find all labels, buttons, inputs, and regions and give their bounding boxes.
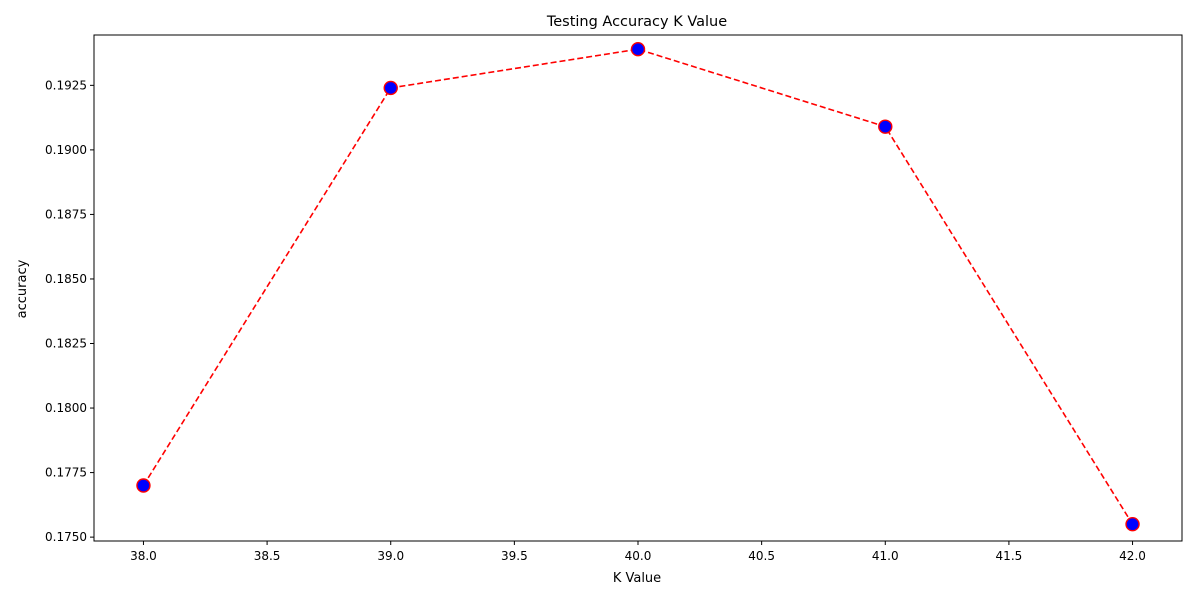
plot-area — [136, 41, 1140, 532]
x-tick-label: 40.0 — [625, 549, 652, 563]
axes-frame — [93, 34, 1183, 542]
data-point-marker — [383, 80, 398, 96]
y-tick-label: 0.1850 — [45, 272, 87, 286]
series-line — [142, 48, 1134, 525]
x-tick-label: 41.5 — [996, 549, 1023, 563]
x-tick-label: 40.5 — [748, 549, 775, 563]
data-point-marker — [1125, 517, 1140, 532]
y-tick-label: 0.1775 — [45, 466, 87, 480]
y-tick-label: 0.1900 — [45, 143, 87, 157]
data-point-marker — [630, 41, 646, 57]
x-tick-label: 38.0 — [130, 549, 157, 563]
chart-title: Testing Accuracy K Value — [546, 14, 727, 30]
x-axis-ticks: 38.0 38.5 39.0 39.5 40.0 40.5 41.0 41.5 42.0 — [130, 541, 1146, 563]
data-point-marker — [136, 478, 151, 493]
y-tick-label: 0.1800 — [45, 401, 87, 415]
y-tick-label: 0.1925 — [45, 78, 87, 92]
y-tick-label: 0.1825 — [45, 337, 87, 351]
x-axis-label: K Value — [613, 571, 661, 586]
x-tick-label: 39.0 — [377, 549, 404, 563]
x-tick-label: 39.5 — [501, 549, 528, 563]
y-tick-label: 0.1750 — [45, 530, 87, 544]
y-axis-label: accuracy — [15, 259, 30, 318]
x-tick-label: 41.0 — [872, 549, 899, 563]
x-tick-label: 42.0 — [1119, 549, 1146, 563]
data-point-marker — [878, 119, 893, 134]
y-axis-ticks: 0.1750 0.1775 0.1800 0.1825 0.1850 0.1875 0.19… — [45, 78, 94, 544]
y-tick-label: 0.1875 — [45, 207, 87, 221]
x-tick-label: 38.5 — [254, 549, 281, 563]
